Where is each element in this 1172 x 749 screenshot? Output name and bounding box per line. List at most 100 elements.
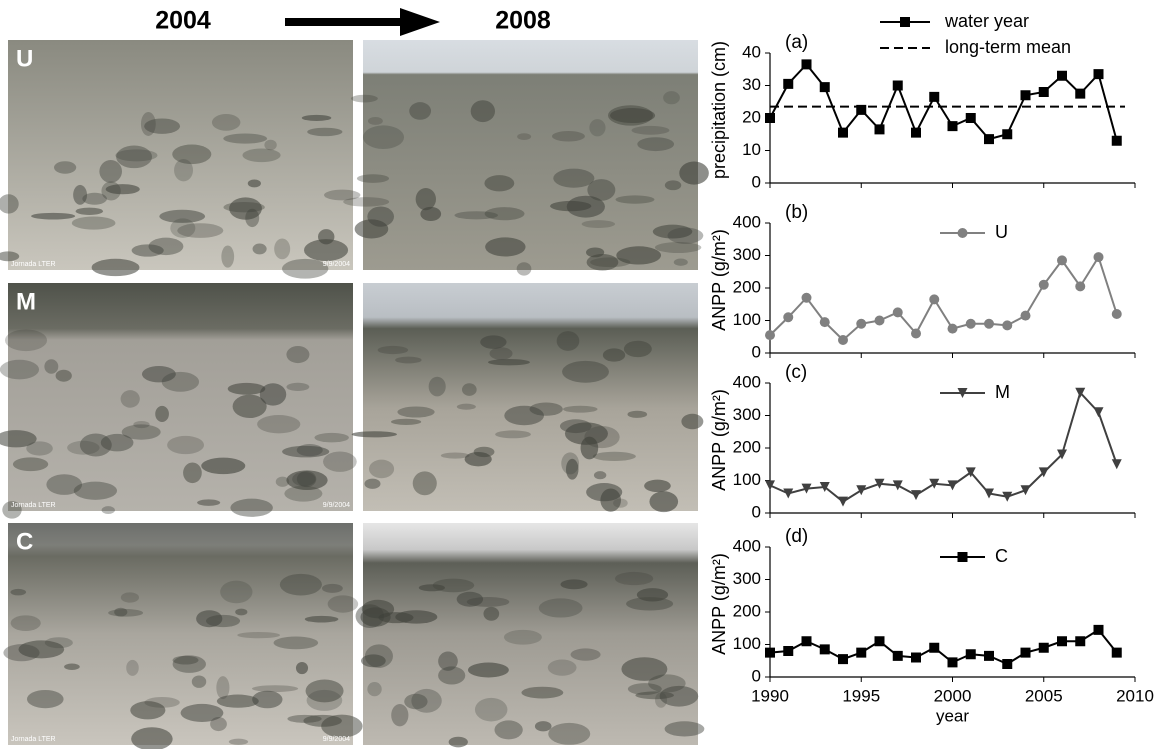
photo-shrub [46, 474, 83, 495]
marker [783, 78, 794, 89]
year-heading: 2008 [495, 7, 551, 35]
photo-shrub [82, 192, 107, 205]
arrow [285, 8, 440, 36]
marker [947, 480, 958, 491]
photo-shrub [172, 144, 212, 165]
photo-shrub [0, 430, 37, 448]
photo-shrub [586, 253, 619, 271]
photo-shrub [71, 216, 116, 230]
marker [838, 654, 848, 665]
photo-shrub [114, 607, 128, 617]
photo-shrub [159, 209, 206, 223]
photo-shrub [286, 470, 328, 491]
photo-shrub [553, 168, 595, 188]
photo [363, 40, 698, 270]
marker [911, 652, 921, 663]
photo-shrub [614, 571, 654, 586]
photo-shrub [367, 116, 383, 125]
marker [765, 113, 775, 123]
chart: 0 100 200 300 400 1990 1995 2000 2005 2010 year ANP… [709, 526, 1154, 725]
photo-shrub [228, 738, 249, 745]
photo-shrub [252, 243, 267, 255]
x-tick-label: 2010 [1116, 686, 1154, 705]
marker [1020, 485, 1031, 496]
photo-shrub [529, 402, 563, 416]
y-tick-label: 100 [733, 470, 761, 489]
photo-grid: 2004 2008 U Jornada LTER 9/9/2004 M Jornada … [0, 7, 709, 749]
photo-shrub [144, 118, 181, 134]
photo-shrub [504, 405, 545, 426]
photo-shrub [627, 410, 648, 418]
photo-shrub [286, 382, 310, 391]
photo-shrub [191, 675, 207, 688]
marker [984, 134, 994, 145]
photo-shrub [172, 655, 206, 673]
photo-shrub [287, 714, 322, 723]
chart: 0 10 20 30 40 precipitation (cm) (a) water year… [709, 11, 1136, 191]
photo-shrub [196, 610, 223, 628]
photo-shrub [121, 424, 161, 440]
y-tick-label: 0 [752, 502, 761, 521]
photo-shrub [230, 498, 273, 517]
photo-shrub [177, 223, 224, 238]
marker [1020, 310, 1031, 321]
photo-shrub [391, 704, 409, 727]
photo-shrub [354, 219, 389, 239]
photo-credit: Jornada LTER [11, 736, 56, 743]
photo-shrub [252, 690, 283, 709]
photo-shrub [395, 356, 422, 364]
marker [1111, 135, 1122, 146]
photo-shrub [516, 262, 532, 276]
photo-shrub [133, 420, 150, 429]
photo-shrub [360, 607, 391, 627]
photo-shrub [282, 445, 330, 458]
marker [783, 646, 794, 656]
y-tick-label: 10 [742, 140, 761, 159]
marker [892, 480, 903, 491]
year-heading: 2004 [155, 7, 211, 35]
marker [984, 650, 994, 661]
photo-shrub [67, 440, 100, 455]
photo-shrub [673, 258, 688, 266]
x-axis-label: year [936, 706, 969, 725]
photo-shrub [0, 194, 19, 214]
photo-shrub [79, 433, 112, 457]
y-tick-label: 200 [733, 601, 761, 620]
photo-shrub [12, 457, 49, 472]
photo-shrub [636, 588, 669, 602]
photo-shrub [301, 114, 332, 121]
photo-shrub [10, 588, 27, 596]
marker [874, 124, 885, 135]
photo-shrub [216, 694, 259, 708]
photo-shrub [489, 347, 513, 360]
photo-shrub [652, 224, 693, 239]
marker [838, 496, 848, 507]
photo-shrub [201, 457, 246, 475]
photo-shrub [251, 685, 299, 692]
photo-shrub [279, 573, 322, 596]
photo-shrub [377, 345, 409, 355]
panel-label: (d) [785, 526, 808, 547]
photo-shrub [4, 329, 48, 352]
photo-shrub [216, 676, 230, 700]
legend-marker [900, 17, 910, 27]
photo-shrub [247, 179, 261, 188]
marker [1020, 90, 1031, 101]
photo-shrub [54, 161, 77, 174]
photo-shrub [275, 476, 290, 487]
marker [984, 488, 994, 499]
photo-shrub [304, 239, 349, 262]
photo-shrub [64, 663, 80, 670]
photo-shrub [235, 608, 248, 616]
photo-shrub [26, 689, 64, 709]
marker [874, 636, 885, 647]
photo-shrub [211, 114, 241, 131]
marker [874, 315, 885, 326]
photo-shrub [101, 181, 121, 201]
photo-shrub [223, 133, 268, 144]
photo-label: C [16, 528, 33, 555]
marker [1057, 636, 1067, 647]
photo-shrub [295, 661, 309, 675]
